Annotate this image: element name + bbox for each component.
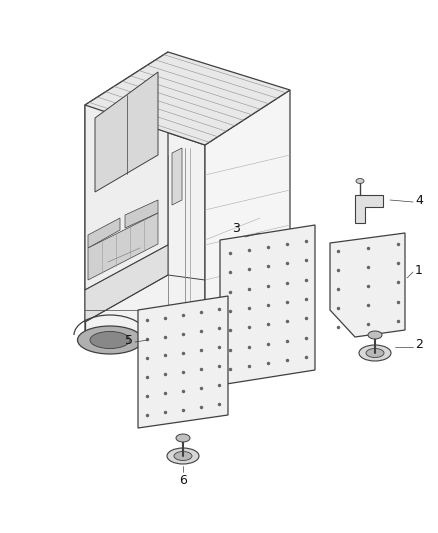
Ellipse shape xyxy=(174,451,192,461)
Polygon shape xyxy=(205,90,290,340)
Text: 4: 4 xyxy=(415,193,423,206)
Ellipse shape xyxy=(218,307,278,333)
Ellipse shape xyxy=(366,349,384,358)
Polygon shape xyxy=(125,200,158,228)
Text: 2: 2 xyxy=(415,338,423,351)
Polygon shape xyxy=(85,52,290,145)
Polygon shape xyxy=(88,213,158,280)
Polygon shape xyxy=(220,225,315,385)
Polygon shape xyxy=(355,195,383,223)
Text: 6: 6 xyxy=(179,473,187,487)
Polygon shape xyxy=(330,233,405,337)
Polygon shape xyxy=(172,148,182,205)
Polygon shape xyxy=(95,72,158,192)
Text: 3: 3 xyxy=(232,222,240,235)
Ellipse shape xyxy=(78,326,142,354)
Ellipse shape xyxy=(356,179,364,183)
Polygon shape xyxy=(138,296,228,428)
Ellipse shape xyxy=(90,332,130,349)
Ellipse shape xyxy=(359,345,391,361)
Ellipse shape xyxy=(176,434,190,442)
Ellipse shape xyxy=(167,448,199,464)
Text: 1: 1 xyxy=(415,263,423,277)
Polygon shape xyxy=(85,105,205,340)
Text: 5: 5 xyxy=(125,334,133,346)
Polygon shape xyxy=(88,218,120,248)
Polygon shape xyxy=(85,245,168,322)
Ellipse shape xyxy=(368,331,382,339)
Ellipse shape xyxy=(230,312,266,328)
Polygon shape xyxy=(85,52,168,290)
